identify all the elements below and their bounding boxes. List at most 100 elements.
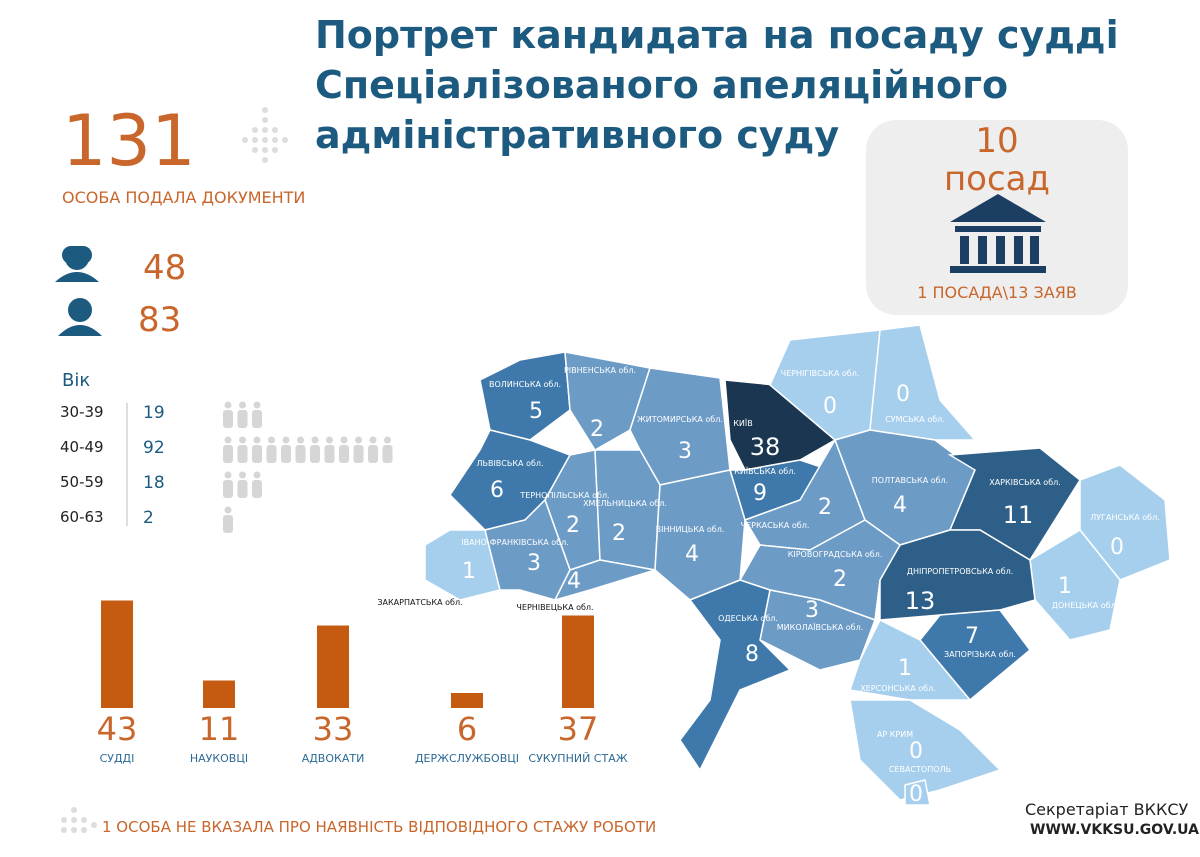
region [564, 351, 651, 452]
region-name: ЧЕРКАСЬКА обл. [741, 521, 810, 530]
region-name: КИЇВ [733, 418, 753, 428]
person-head [311, 436, 319, 444]
female-count: 48 [143, 248, 187, 288]
bar-label: ДЕРЖСЛУЖБОВЦІ [414, 752, 520, 765]
region-name: ЧЕРНІВЕЦЬКА обл. [516, 603, 593, 612]
region-value: 2 [566, 513, 580, 538]
title-line: Спеціалізованого апеляційного [315, 63, 1009, 107]
footer-url: WWW.VKKSU.GOV.UA [1030, 822, 1199, 838]
region-value: 2 [612, 521, 626, 546]
age-icon-group [223, 436, 393, 463]
region-name: ЗАКАРПАТСЬКА обл. [377, 598, 462, 607]
region-value: 8 [745, 642, 759, 667]
applicants-label: ОСОБА ПОДАЛА ДОКУМЕНТИ [62, 188, 306, 207]
region-value: 4 [685, 542, 699, 567]
positions-ratio: 1 ПОСАДА\13 ЗАЯВ [917, 283, 1077, 302]
person-head [224, 506, 232, 514]
region [849, 618, 972, 701]
region [879, 529, 1036, 621]
person-body [237, 445, 248, 463]
person-head [224, 436, 232, 444]
region-name: ХАРКІВСЬКА обл. [989, 478, 1061, 487]
person-head [297, 436, 304, 444]
age-range: 50-59 [60, 473, 104, 491]
region-name: ЛУГАНСЬКА обл. [1090, 513, 1160, 522]
person-body [223, 480, 233, 498]
age-icon-group [223, 506, 233, 533]
dots-icon [61, 107, 288, 833]
person-body [252, 410, 262, 428]
person-body [339, 445, 349, 463]
region-name: ОДЕСЬКА обл. [718, 614, 778, 623]
region-name: КИЇВСЬКА обл. [734, 466, 796, 476]
person-head [326, 436, 333, 444]
region [849, 699, 1002, 801]
region-name: МИКОЛАЇВСЬКА обл. [777, 622, 863, 632]
person-head [340, 436, 348, 444]
age-range: 30-39 [60, 403, 104, 421]
age-count: 19 [143, 403, 165, 423]
region-name: ХМЕЛЬНИЦЬКА обл. [583, 499, 667, 508]
region-name: ЛЬВІВСЬКА обл. [476, 459, 543, 468]
region-name: ВІННИЦЬКА обл. [656, 525, 725, 534]
region-value: 2 [833, 567, 847, 592]
region-value: 9 [753, 481, 767, 506]
region-name: ЗАПОРІЗЬКА обл. [944, 650, 1016, 659]
bar [101, 600, 133, 708]
region [594, 449, 661, 571]
bar [203, 680, 235, 708]
bars [101, 600, 594, 708]
age-range: 60-63 [60, 508, 104, 526]
female-icon [55, 246, 99, 282]
region-value: 13 [905, 587, 936, 615]
person-head [355, 436, 362, 444]
person-head [224, 401, 232, 409]
male-icon [58, 298, 102, 336]
region-value: 2 [818, 495, 832, 520]
age-range: 40-49 [60, 438, 104, 456]
person-body [223, 410, 233, 428]
region-name: ЧЕРНІГІВСЬКА обл. [781, 369, 860, 378]
note: 1 ОСОБА НЕ ВКАЗАЛА ПРО НАЯВНІСТЬ ВІДПОВІ… [102, 818, 657, 836]
bar-value: 6 [456, 710, 478, 748]
region-name: ІВАНО-ФРАНКІВСЬКА обл. [461, 538, 569, 547]
region-value: 3 [805, 598, 819, 623]
positions: 10 посад [866, 122, 1128, 198]
region [679, 579, 792, 772]
region-value: 0 [823, 394, 837, 419]
region-value: 4 [567, 569, 581, 594]
person-body [368, 445, 378, 463]
region-name: ЖИТОМИРСЬКА обл. [637, 415, 723, 424]
positions-label: посад [943, 159, 1051, 199]
person-body [324, 445, 335, 463]
person-body [252, 445, 262, 463]
title: Портрет кандидата на посаду судді Спеціа… [315, 10, 1119, 160]
region-value: 1 [898, 656, 912, 681]
age-count: 2 [143, 508, 154, 528]
bar [317, 625, 349, 708]
region-value: 0 [909, 739, 923, 764]
age-icons [223, 401, 393, 533]
person-head [239, 471, 246, 479]
bar [562, 615, 594, 708]
region-name: ДОНЕЦЬКА обл. [1052, 601, 1119, 610]
region [919, 609, 1032, 702]
region-value: 1 [1058, 574, 1072, 599]
region [553, 559, 656, 602]
applicants-count: 131 [62, 100, 196, 182]
bar-label: СУДДІ [99, 752, 135, 765]
region [654, 469, 746, 601]
bar-label: АДВОКАТИ [301, 752, 365, 765]
region-name: СЕВАСТОПОЛЬ [889, 765, 951, 774]
age-icon-group [223, 471, 262, 498]
region-name: ДНІПРОПЕТРОВСЬКА обл. [907, 567, 1014, 576]
person-head [282, 436, 290, 444]
region-value: 5 [529, 399, 543, 424]
bar-value: 37 [557, 710, 599, 748]
person-head [369, 436, 377, 444]
region-value: 0 [896, 382, 910, 407]
region-value: 0 [909, 782, 923, 807]
region [904, 779, 931, 806]
male-count: 83 [138, 300, 182, 340]
